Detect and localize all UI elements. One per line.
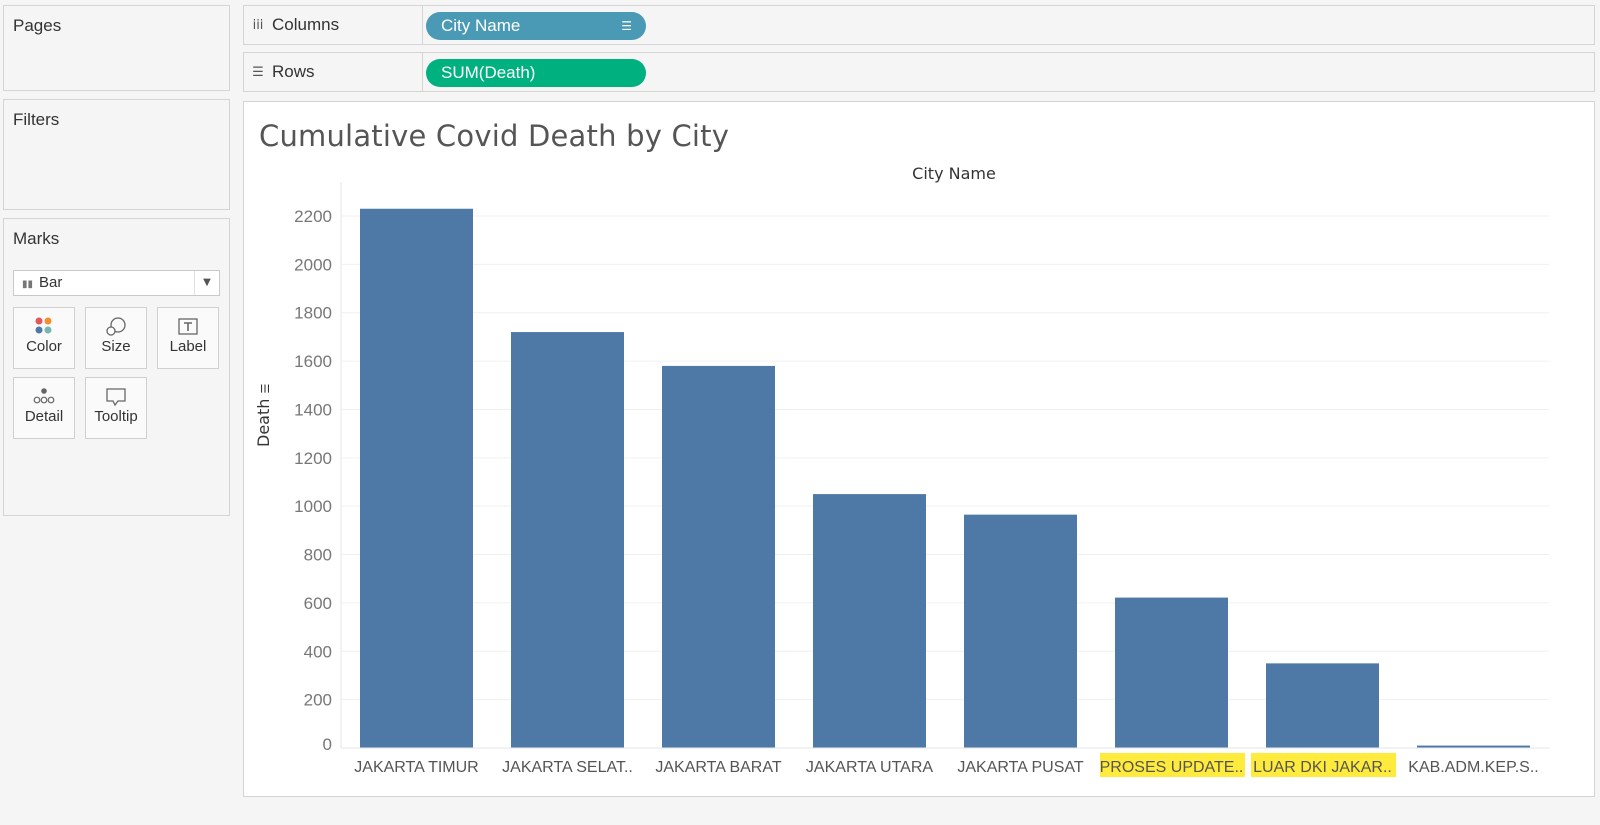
filters-card[interactable]: Filters	[3, 99, 230, 210]
color-button[interactable]: Color	[13, 307, 75, 369]
sum-death-pill-label: SUM(Death)	[441, 63, 536, 82]
detail-label: Detail	[24, 408, 64, 425]
pages-card[interactable]: Pages	[3, 5, 230, 91]
y-tick-label: 1800	[294, 304, 332, 323]
rows-shelf[interactable]: ☰ Rows SUM(Death)	[243, 52, 1595, 92]
mark-type-value: Bar	[39, 274, 63, 291]
city-name-pill[interactable]: City Name ☰	[426, 12, 646, 40]
x-tick-label[interactable]: JAKARTA SELAT..	[502, 759, 633, 776]
tooltip-bubble-icon	[86, 378, 146, 408]
y-tick-label: 2000	[294, 255, 332, 274]
color-label: Color	[26, 338, 62, 355]
columns-shelf[interactable]: iii Columns City Name ☰	[243, 5, 1595, 45]
y-tick-label: 400	[304, 642, 332, 661]
columns-label-text: Columns	[272, 15, 340, 34]
size-button[interactable]: Size	[85, 307, 147, 369]
label-button[interactable]: Label	[157, 307, 219, 369]
sort-descending-icon[interactable]: ☰	[621, 19, 632, 33]
y-tick-label: 200	[304, 691, 332, 710]
x-tick-label[interactable]: KAB.ADM.KEP.S..	[1408, 759, 1538, 776]
label-text-icon	[158, 308, 218, 338]
x-tick-label[interactable]: PROSES UPDATE..	[1100, 759, 1244, 776]
chart-title: Cumulative Covid Death by City	[259, 119, 730, 153]
marks-title: Marks	[13, 229, 60, 248]
tooltip-button[interactable]: Tooltip	[85, 377, 147, 439]
filters-title: Filters	[13, 110, 60, 129]
y-tick-label: 2200	[294, 207, 332, 226]
y-tick-label: 1400	[294, 400, 332, 419]
x-tick-label[interactable]: JAKARTA UTARA	[806, 759, 933, 776]
marks-card: Marks ▮▮ Bar ▼ Color Size Label Detail To…	[3, 218, 230, 516]
x-axis-title[interactable]: City Name	[912, 164, 996, 183]
bar[interactable]	[1115, 597, 1228, 748]
rows-icon: ☰	[252, 64, 264, 80]
x-tick-label[interactable]: JAKARTA PUSAT	[957, 759, 1083, 776]
label-label: Label	[169, 338, 207, 355]
tooltip-label: Tooltip	[94, 408, 138, 425]
bar[interactable]	[813, 494, 926, 748]
bar[interactable]	[662, 365, 775, 748]
sum-death-pill[interactable]: SUM(Death)	[426, 59, 646, 87]
x-tick-label[interactable]: LUAR DKI JAKAR..	[1253, 759, 1392, 776]
color-dots-icon	[14, 308, 74, 338]
size-label: Size	[101, 338, 131, 355]
category-highlight	[1100, 753, 1245, 777]
rows-shelf-label: ☰ Rows	[244, 53, 423, 91]
rows-label-text: Rows	[272, 62, 315, 81]
bar[interactable]	[1266, 663, 1379, 748]
y-tick-label: 1600	[294, 352, 332, 371]
x-tick-label[interactable]: JAKARTA TIMUR	[354, 759, 478, 776]
bar-chart-icon: ▮▮	[22, 279, 34, 290]
y-tick-label: 1000	[294, 497, 332, 516]
bar[interactable]	[360, 208, 473, 748]
mark-type-dropdown[interactable]: ▮▮ Bar ▼	[13, 270, 220, 296]
columns-shelf-label: iii Columns	[244, 6, 423, 44]
pages-title: Pages	[13, 16, 62, 35]
x-tick-label[interactable]: JAKARTA BARAT	[655, 759, 781, 776]
bar[interactable]	[1417, 745, 1530, 748]
chevron-down-icon[interactable]: ▼	[194, 271, 219, 295]
bar[interactable]	[964, 514, 1077, 748]
chart-view: Cumulative Covid Death by City City Name…	[243, 101, 1595, 797]
detail-button[interactable]: Detail	[13, 377, 75, 439]
columns-icon: iii	[252, 17, 264, 33]
category-highlight	[1251, 753, 1396, 777]
y-tick-label: 600	[304, 594, 332, 613]
detail-dots-icon	[14, 378, 74, 408]
bar-chart: 0 200 400 600 800 1000 1200 1400 1600 1800 2000 220…	[294, 182, 1549, 777]
y-tick-label: 0	[323, 735, 332, 754]
size-icon	[86, 308, 146, 338]
bar[interactable]	[511, 332, 624, 748]
y-tick-label: 800	[304, 546, 332, 565]
city-name-pill-label: City Name	[441, 16, 521, 35]
y-tick-label: 1200	[294, 449, 332, 468]
